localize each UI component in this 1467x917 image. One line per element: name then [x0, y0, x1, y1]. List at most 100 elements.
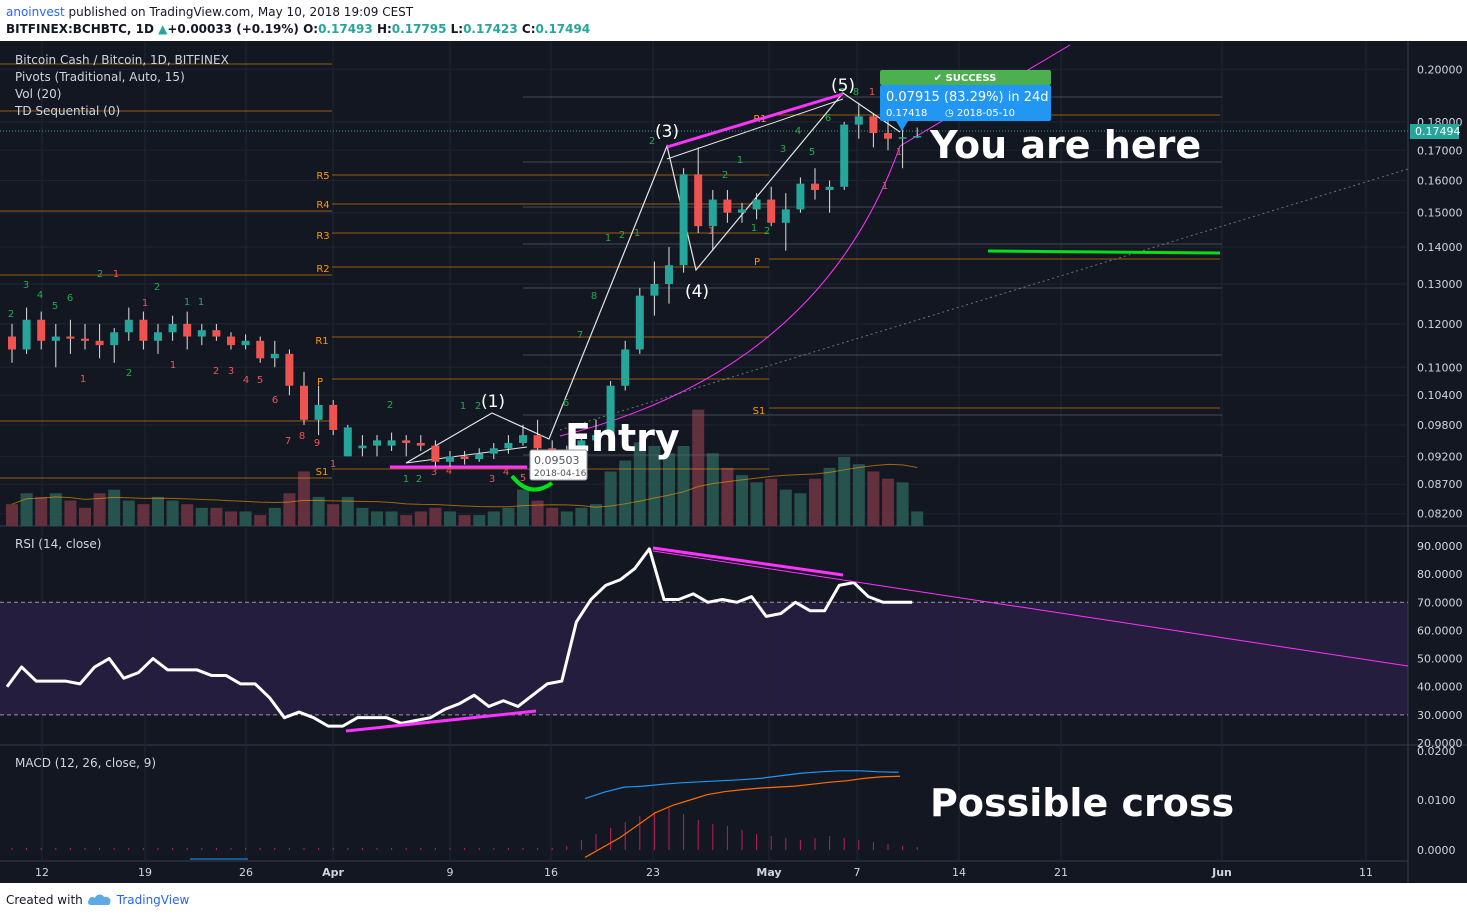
chart-svg[interactable]: R5R4R3R2R1PS1R1PS1 234561212121112345678… — [0, 41, 1467, 883]
candle-body — [533, 435, 542, 449]
td-count: 4 — [243, 375, 249, 386]
td-count: 5 — [520, 473, 526, 484]
volume-bar — [181, 504, 194, 526]
price-tick-label: 0.08200 — [1417, 508, 1463, 521]
td-count: 2 — [649, 136, 655, 147]
td-count: 1 — [142, 298, 148, 309]
pivot-label: R2 — [316, 264, 329, 275]
candle-body — [416, 442, 425, 446]
volume-bar — [721, 467, 734, 526]
td-count: 7 — [577, 330, 583, 341]
candle-body — [256, 340, 265, 359]
candle-body — [168, 323, 177, 333]
indicator-legend: Vol (20) — [15, 87, 61, 101]
entry-tooltip — [529, 449, 588, 481]
candle-body — [738, 209, 746, 213]
chart-area[interactable]: R5R4R3R2R1PS1R1PS1 234561212121112345678… — [0, 41, 1467, 883]
td-count: 1 — [708, 226, 714, 237]
candle-body — [124, 319, 133, 333]
candle-body — [373, 440, 381, 446]
macd-tick-label: 0.0000 — [1417, 844, 1456, 857]
wave-label-1: (1) — [481, 392, 505, 412]
candle-body — [460, 456, 469, 460]
macd-tick-label: 0.0200 — [1417, 745, 1456, 758]
rsi-tick-label: 30.0000 — [1417, 709, 1463, 722]
publish-line: anoinvest published on TradingView.com, … — [6, 5, 413, 19]
macd-tick-label: 0.0100 — [1417, 794, 1456, 807]
volume-bar — [356, 507, 369, 526]
volume-bar — [546, 507, 559, 526]
volume-bar — [502, 507, 515, 526]
rsi-tick-label: 20.0000 — [1417, 737, 1463, 750]
change-arrow-icon: ▲ — [158, 22, 168, 36]
td-count: 1 — [751, 223, 757, 234]
grid-lines — [0, 41, 1467, 883]
volume-bar — [195, 507, 208, 526]
candle-body — [621, 349, 630, 386]
brand-link[interactable]: TradingView — [116, 893, 190, 907]
td-count: 1 — [869, 87, 875, 98]
volume-bar — [312, 496, 325, 526]
candle-body — [241, 340, 250, 346]
candle-body — [314, 404, 323, 420]
candle-body — [635, 295, 644, 350]
td-count: 4 — [37, 290, 43, 301]
target-callout-text: 0.07915 (83.29%) in 24d — [886, 90, 1049, 105]
td-count: 7 — [285, 436, 291, 447]
candle-body — [22, 319, 31, 350]
volume-bar — [93, 493, 106, 526]
macd-line — [584, 770, 899, 800]
volume-bar — [648, 446, 661, 526]
candle-body — [300, 385, 308, 420]
high-value: 0.17795 — [391, 22, 447, 36]
td-count: 1 — [896, 147, 902, 158]
volume-bar — [677, 446, 690, 526]
volume-bar — [838, 456, 851, 526]
td-count: 1 — [184, 297, 190, 308]
macd-signal-line — [584, 775, 901, 858]
price-tick-label: 0.15000 — [1417, 207, 1463, 220]
time-tick-label: 14 — [952, 866, 966, 879]
candle-body — [197, 330, 206, 337]
td-count: 8 — [299, 431, 305, 442]
entry-swoosh — [510, 474, 554, 492]
td-count: 1 — [80, 374, 86, 385]
td-count: 2 — [213, 366, 219, 377]
volume-bar — [298, 471, 310, 526]
candle-body — [95, 340, 104, 346]
macd-pane-title: MACD (12, 26, close, 9) — [15, 756, 156, 770]
volume-bar — [663, 453, 675, 526]
td-count: 5 — [809, 147, 815, 158]
created-label: Created with — [6, 893, 83, 907]
rsi-tick-label: 40.0000 — [1417, 681, 1463, 694]
td-count: 2 — [387, 400, 393, 411]
volume-bar — [823, 467, 836, 526]
volume-bar — [809, 478, 821, 526]
tradingview-cloud-icon — [87, 894, 111, 905]
success-label: ✔ SUCCESS — [934, 73, 997, 84]
pivot-label: R4 — [316, 200, 329, 211]
rsi-tick-label: 80.0000 — [1417, 568, 1463, 581]
volume-bar — [429, 507, 442, 526]
author-link[interactable]: anoinvest — [6, 5, 65, 19]
td-count: 1 — [737, 155, 743, 166]
rsi-trendline — [652, 550, 1409, 667]
high-label: H: — [376, 22, 392, 36]
volume-bar — [210, 507, 223, 526]
you-are-here-annotation: You are here — [929, 123, 1201, 167]
volume-bar — [867, 471, 880, 526]
volume-bar — [765, 478, 778, 526]
candle-body — [898, 137, 907, 139]
price-tick-label: 0.08700 — [1417, 478, 1463, 491]
volume-bar — [882, 478, 894, 526]
time-tick-label: 7 — [854, 866, 861, 879]
volume-bar — [706, 453, 719, 526]
volume-bar — [122, 500, 135, 526]
close-value: 0.17494 — [535, 22, 591, 36]
rsi-tick-label: 90.0000 — [1417, 540, 1463, 553]
td-count: 4 — [795, 126, 801, 137]
volume-bars — [6, 409, 924, 526]
pivot-label: R3 — [316, 231, 329, 242]
td-count: 2 — [154, 282, 160, 293]
